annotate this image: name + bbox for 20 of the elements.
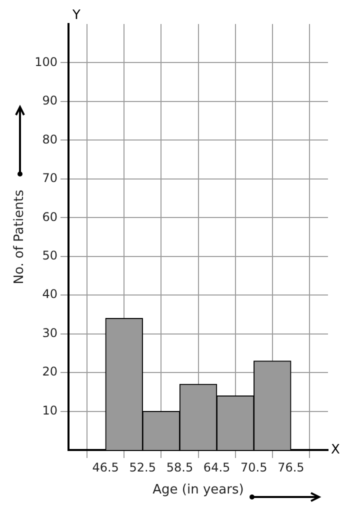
- y-tick-label: 50: [42, 248, 58, 262]
- text: X: [331, 442, 340, 458]
- y-axis-title: No. of Patients: [12, 190, 28, 284]
- x-tick-label: 70.5: [240, 460, 268, 474]
- y-tick-label: 10: [42, 403, 58, 418]
- x-tick-label: 64.5: [203, 460, 230, 474]
- y-tick-label: 90: [42, 94, 58, 108]
- y-tick-label: 100: [34, 54, 58, 69]
- y-tick-label: 80: [42, 132, 58, 146]
- x-axis-title: Age (in years): [152, 482, 244, 498]
- y-tick-label: 70: [42, 171, 58, 186]
- y-tick-label: 20: [42, 364, 58, 379]
- y-tick-label: 30: [42, 326, 58, 340]
- x-tick-label: 76.5: [278, 460, 304, 474]
- x-tick-label: 58.5: [166, 460, 194, 474]
- text: Y: [72, 8, 81, 23]
- y-tick-label: 60: [42, 210, 58, 224]
- x-tick-label: 52.5: [129, 460, 156, 474]
- y-tick-label: 40: [42, 287, 58, 302]
- x-tick-label: 46.5: [92, 460, 119, 474]
